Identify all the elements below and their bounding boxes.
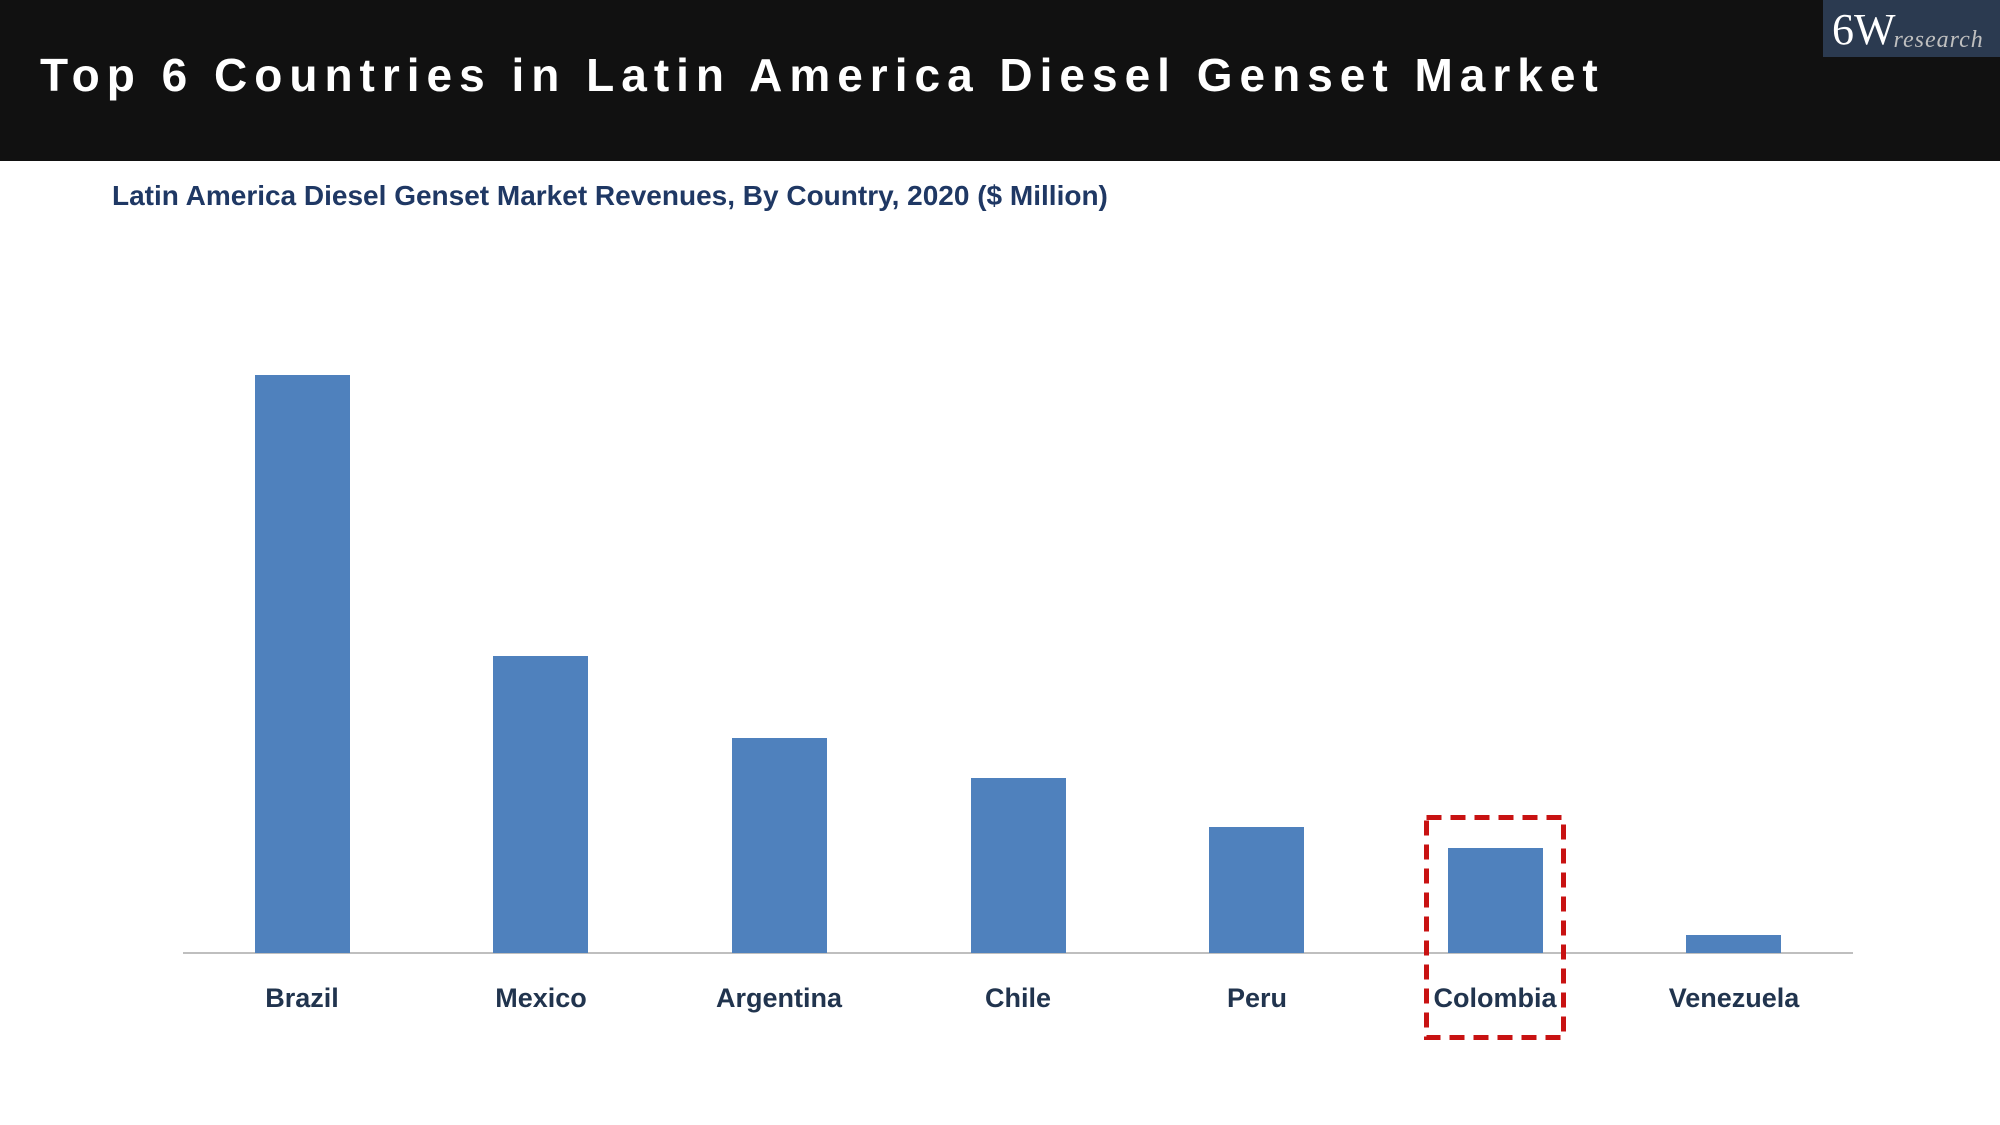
chart-title: Latin America Diesel Genset Market Reven…	[112, 180, 1108, 211]
bar-argentina	[732, 738, 827, 953]
bar-brazil	[255, 375, 350, 953]
page-title: Top 6 Countries in Latin America Diesel …	[40, 49, 1605, 101]
x-label-mexico: Mexico	[495, 983, 587, 1013]
bar-peru	[1209, 827, 1304, 953]
x-label-venezuela: Venezuela	[1668, 983, 1800, 1013]
brand-logo: 6W research	[1823, 0, 2000, 57]
bar-venezuela	[1686, 935, 1781, 953]
x-label-argentina: Argentina	[715, 983, 843, 1013]
highlight-box-colombia	[1424, 815, 1566, 1040]
bar-colombia	[1448, 848, 1543, 953]
x-label-colombia: Colombia	[1433, 983, 1557, 1013]
logo-sub-text: research	[1893, 27, 1984, 53]
bar-mexico	[493, 656, 588, 953]
x-label-chile: Chile	[984, 983, 1052, 1013]
logo-main-text: 6W	[1832, 5, 1896, 54]
x-label-peru: Peru	[1226, 983, 1288, 1013]
bar-chile	[971, 778, 1066, 953]
x-label-brazil: Brazil	[265, 983, 339, 1013]
header-bar: Top 6 Countries in Latin America Diesel …	[0, 0, 2000, 161]
x-axis-line	[183, 952, 1853, 954]
